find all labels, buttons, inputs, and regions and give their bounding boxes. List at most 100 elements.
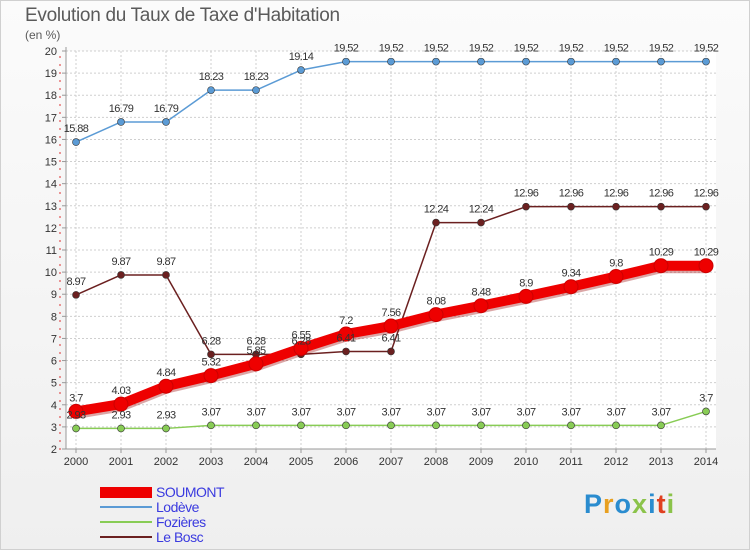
data-label-soumont: 10.29	[649, 247, 674, 259]
data-label-soumont: 4.84	[156, 367, 175, 379]
data-point-le-bosc	[477, 218, 485, 227]
data-point-lodeve	[522, 57, 530, 66]
x-tick-label: 2013	[649, 456, 673, 468]
data-point-le-bosc	[567, 202, 575, 211]
y-tick-label: 14	[45, 179, 57, 191]
y-tick-label: 16	[45, 134, 57, 146]
data-label-le-bosc: 12.24	[469, 204, 494, 216]
data-point-lodeve	[432, 57, 440, 66]
data-label-lodeve: 18.23	[244, 71, 269, 83]
data-point-soumont	[158, 378, 174, 394]
data-point-soumont	[608, 269, 624, 285]
data-label-lodeve: 19.52	[379, 43, 404, 55]
y-tick-label: 10	[45, 267, 57, 279]
data-label-fozieres: 3.07	[471, 406, 490, 418]
series-layer	[68, 57, 714, 433]
data-point-soumont	[428, 307, 444, 323]
data-label-fozieres: 3.07	[561, 406, 580, 418]
data-point-soumont	[698, 258, 714, 274]
legend-item-fozieres: Fozières	[100, 514, 320, 530]
data-point-soumont	[563, 279, 579, 295]
data-label-soumont: 7.56	[381, 307, 400, 319]
data-label-soumont: 7.2	[339, 315, 353, 327]
legend-label: Lodève	[156, 499, 199, 515]
legend-item-soumont: SOUMONT	[100, 484, 320, 500]
y-tick-label: 8	[51, 311, 57, 323]
data-label-le-bosc: 6.28	[291, 335, 310, 347]
y-tick-label: 7	[51, 333, 57, 345]
chart-title: Evolution du Taux de Taxe d'Habitation	[25, 5, 340, 26]
data-point-soumont	[293, 340, 309, 356]
data-point-fozieres	[432, 421, 440, 430]
x-tick-label: 2006	[334, 456, 358, 468]
data-label-soumont: 8.08	[426, 296, 445, 308]
x-tick-label: 2000	[64, 456, 88, 468]
data-point-soumont	[113, 396, 129, 412]
logo-letter: o	[614, 489, 633, 519]
data-point-lodeve	[72, 138, 80, 146]
legend-label: SOUMONT	[156, 484, 225, 500]
data-label-fozieres: 3.07	[336, 406, 355, 418]
data-point-soumont	[473, 298, 489, 314]
data-point-lodeve	[702, 57, 710, 66]
legend-label: Fozières	[156, 514, 206, 530]
data-point-lodeve	[297, 66, 305, 74]
x-tick-label: 2007	[379, 456, 403, 468]
data-point-lodeve	[252, 86, 260, 94]
logo-letter: r	[603, 489, 615, 519]
data-label-soumont: 5.85	[246, 345, 265, 357]
data-label-fozieres: 3.07	[516, 406, 535, 418]
data-point-soumont	[383, 318, 399, 334]
data-point-soumont	[248, 356, 264, 372]
x-tick-label: 2010	[514, 456, 538, 468]
x-tick-label: 2009	[469, 456, 493, 468]
y-tick-label: 3	[51, 422, 57, 434]
data-point-soumont	[653, 258, 669, 274]
data-label-lodeve: 18.23	[199, 71, 224, 83]
data-point-lodeve	[207, 86, 215, 94]
x-tick-label: 2011	[559, 456, 583, 468]
x-tick-label: 2014	[694, 456, 718, 468]
y-tick-label: 6	[51, 356, 57, 368]
data-label-le-bosc: 8.97	[66, 276, 85, 288]
data-point-le-bosc	[72, 291, 80, 299]
data-point-fozieres	[297, 421, 305, 430]
data-point-soumont	[338, 326, 354, 342]
data-label-le-bosc: 12.24	[424, 204, 449, 216]
data-point-fozieres	[252, 421, 260, 430]
data-point-lodeve	[657, 57, 665, 66]
data-point-fozieres	[117, 424, 125, 433]
data-point-fozieres	[702, 407, 710, 416]
data-label-soumont: 5.32	[201, 357, 220, 369]
data-label-fozieres: 3.07	[246, 406, 265, 418]
data-label-fozieres: 3.7	[699, 392, 713, 404]
data-point-fozieres	[342, 421, 350, 430]
data-point-soumont	[203, 368, 219, 384]
y-tick-label: 20	[45, 46, 57, 58]
data-label-fozieres: 2.93	[111, 409, 130, 421]
data-label-lodeve: 19.52	[514, 43, 539, 55]
logo-letter: P	[584, 489, 604, 519]
data-label-soumont: 6.55	[291, 329, 310, 341]
y-tick-label: 17	[45, 112, 57, 124]
data-label-lodeve: 15.88	[64, 123, 89, 135]
data-label-soumont: 9.8	[609, 258, 623, 270]
data-point-le-bosc	[522, 202, 530, 211]
data-label-soumont: 8.9	[519, 277, 533, 289]
x-tick-label: 2002	[154, 456, 178, 468]
x-tick-label: 2004	[244, 456, 268, 468]
data-label-lodeve: 19.14	[289, 51, 314, 63]
data-point-lodeve	[387, 57, 395, 66]
y-tick-label: 9	[51, 289, 57, 301]
data-label-soumont: 9.34	[561, 268, 580, 280]
data-label-fozieres: 3.07	[201, 406, 220, 418]
data-labels-layer: 3.7 4.03 4.84 5.32 5.85 6.55 7.2 7.56 8.08 8.48 8.…	[64, 43, 720, 422]
data-point-fozieres	[207, 421, 215, 430]
data-label-le-bosc: 6.41	[336, 332, 355, 344]
x-tick-label: 2003	[199, 456, 223, 468]
data-point-le-bosc	[387, 347, 395, 356]
data-point-fozieres	[612, 421, 620, 430]
logo-letter: t	[656, 489, 667, 519]
y-tick-label: 5	[51, 378, 57, 390]
